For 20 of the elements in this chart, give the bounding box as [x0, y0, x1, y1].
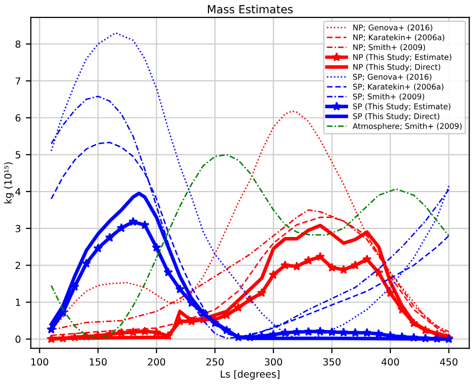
- x-tick-label: 200: [148, 358, 166, 366]
- x-tick-label: 450: [440, 358, 458, 366]
- y-tick-label: 4: [15, 188, 21, 196]
- y-tick-label: 2: [16, 262, 20, 269]
- x-axis-title: Ls [degrees]: [220, 370, 280, 380]
- y-tick-label: 1: [16, 298, 20, 306]
- y-axis-title: kg (10¹⁵): [4, 162, 14, 204]
- y-tick-label: 6: [16, 114, 20, 122]
- x-tick-label: 150: [90, 358, 107, 366]
- y-tick-label: 7: [16, 77, 20, 85]
- y-tick-label: 5: [16, 151, 20, 158]
- y-tick-label: 3: [16, 224, 20, 232]
- x-tick-label: 300: [264, 358, 282, 366]
- x-tick-label: 100: [31, 358, 48, 366]
- y-tick-label: 8: [16, 40, 20, 48]
- x-tick-label: 400: [382, 358, 399, 366]
- x-tick-label: 250: [206, 358, 224, 366]
- y-tick-label: 0: [16, 336, 20, 343]
- chart-title: Mass Estimates: [208, 4, 293, 14]
- x-tick-label: 350: [323, 358, 341, 366]
